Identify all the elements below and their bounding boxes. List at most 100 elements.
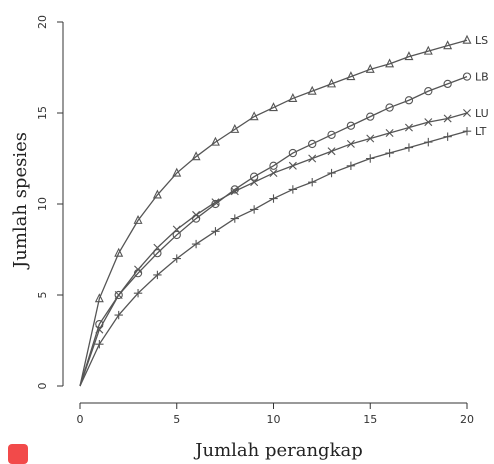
series-lt-point — [230, 214, 239, 223]
series-ls-point — [365, 63, 375, 73]
x-axis-title: Jumlah perangkap — [193, 440, 362, 461]
y-tick-label: 15 — [36, 106, 49, 120]
series-ls-point — [172, 167, 182, 177]
series-lu-point — [385, 129, 394, 138]
x-tick-label: 15 — [363, 413, 377, 426]
series-lt-point — [327, 168, 336, 178]
series-lb-label: LB — [475, 71, 489, 84]
y-tick-label: 20 — [36, 15, 49, 29]
series-ls-point — [249, 111, 259, 121]
series-lt-point — [308, 177, 317, 187]
series-layer: LS LB LU LT — [79, 34, 489, 387]
series-ls-point — [269, 102, 278, 112]
series-lu-point — [443, 114, 452, 123]
series-ls-point — [114, 247, 124, 257]
series-lt-point — [133, 288, 143, 298]
series-lu-point — [327, 147, 336, 156]
series-lt-point — [269, 194, 278, 203]
series-lu-point — [346, 139, 355, 148]
series-lt-point — [288, 185, 298, 194]
series-ls-line — [79, 39, 468, 387]
series-lb-point — [327, 130, 336, 139]
series-ls-point — [94, 293, 104, 303]
series-lb-line — [79, 75, 468, 387]
series-lu-point — [95, 325, 104, 334]
series-lu: LU — [79, 107, 489, 387]
red-corner-badge — [8, 444, 28, 464]
series-lt-point — [249, 205, 259, 214]
x-tick-label: 20 — [460, 413, 474, 426]
series-ls-point — [152, 189, 162, 199]
series-ls-point — [423, 45, 433, 55]
series-lt-point — [366, 154, 375, 163]
series-lu-point — [114, 291, 123, 299]
series-lb-point — [346, 121, 356, 130]
series-lb-point — [249, 172, 259, 181]
series-lb-point — [114, 290, 123, 300]
series-lb-point — [404, 96, 414, 105]
series-lu-point — [172, 225, 181, 234]
series-lu-point — [230, 187, 239, 196]
series-ls-point — [133, 214, 143, 224]
series-lb-point — [366, 112, 375, 121]
y-tick-label: 0 — [36, 383, 49, 390]
series-lt-point — [114, 310, 123, 320]
series-lb-point — [269, 161, 278, 170]
series-ls-point — [462, 34, 472, 44]
series-ls-point — [288, 93, 298, 102]
series-lb-point — [288, 148, 297, 158]
series-lb-point — [443, 79, 452, 89]
series-ls-point — [385, 58, 395, 68]
series-lt-point — [443, 132, 452, 141]
y-tick-label: 10 — [36, 197, 49, 211]
series-lb: LB — [79, 71, 489, 387]
series-lb-point — [308, 139, 317, 149]
series-ls-point — [443, 40, 453, 50]
series-lu-point — [192, 210, 201, 219]
series-lt-point — [385, 148, 394, 158]
series-lu-point — [308, 154, 317, 163]
series-ls: LS — [79, 34, 488, 387]
y-axis-title: Jumlah spesies — [10, 132, 31, 270]
series-lt-point — [95, 339, 104, 349]
series-lu-point — [424, 118, 433, 127]
series-ls-point — [230, 123, 240, 133]
series-lt-point — [462, 127, 472, 136]
series-ls-point — [327, 78, 337, 88]
x-tick-label: 5 — [173, 413, 180, 426]
series-lt-point — [346, 161, 356, 170]
series-lu-point — [463, 109, 471, 117]
y-tick-label: 5 — [36, 292, 49, 299]
series-ls-point — [307, 85, 317, 95]
x-tick-label: 10 — [267, 413, 281, 426]
series-ls-point — [191, 151, 201, 161]
series-lu-point — [404, 123, 413, 132]
series-lu-label: LU — [475, 107, 489, 120]
series-ls-label: LS — [475, 34, 488, 47]
series-lt-point — [153, 270, 162, 280]
series-lu-line — [79, 112, 468, 387]
x-tick-label: 0 — [77, 413, 84, 426]
series-lu-point — [250, 178, 259, 187]
series-ls-point — [346, 71, 356, 81]
series-lt-label: LT — [475, 125, 487, 138]
series-ls-point — [404, 51, 414, 61]
series-lt: LT — [79, 125, 487, 387]
series-lt-point — [172, 254, 181, 263]
series-lb-point — [172, 230, 181, 240]
series-lb-point — [462, 72, 472, 81]
series-lu-point — [269, 169, 278, 178]
series-lt-point — [404, 143, 414, 152]
series-lu-point — [211, 198, 220, 207]
series-lb-point — [153, 248, 162, 258]
series-lu-point — [153, 243, 162, 252]
series-lb-point — [385, 103, 394, 112]
series-ls-point — [210, 136, 220, 146]
series-lu-point — [134, 265, 143, 274]
axes: 0 5 10 15 20 0 5 10 15 20 — [36, 15, 474, 426]
series-lb-point — [424, 87, 433, 96]
series-lt-point — [211, 227, 220, 236]
series-lt-point — [424, 137, 433, 147]
series-lu-point — [288, 161, 297, 170]
